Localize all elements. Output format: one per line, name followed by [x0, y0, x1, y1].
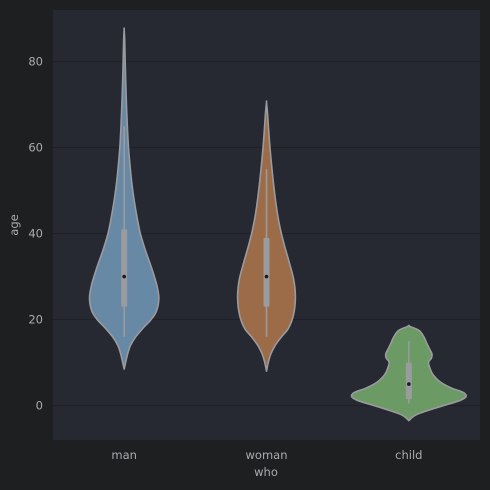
y-tick-label: 20	[28, 313, 43, 327]
x-tick-label-man: man	[111, 448, 137, 462]
y-axis-label: age	[7, 214, 21, 235]
x-tick-label-woman: woman	[246, 448, 288, 462]
y-tick-label: 80	[28, 55, 43, 69]
x-axis-label: who	[254, 465, 278, 479]
iqr-box-child	[405, 362, 412, 400]
median-point-man	[122, 274, 126, 279]
x-tick-labels: man woman child	[111, 448, 422, 462]
iqr-box-woman	[263, 237, 270, 307]
y-tick-label: 60	[28, 141, 43, 155]
x-tick-label-child: child	[395, 448, 422, 462]
iqr-box-man	[121, 229, 128, 307]
y-tick-label: 40	[28, 227, 43, 241]
median-point-child	[407, 382, 411, 386]
box-plots	[121, 126, 412, 404]
median-point-woman	[264, 274, 269, 279]
y-tick-label: 0	[36, 399, 43, 413]
y-tick-labels: 0 20 40 60 80	[28, 55, 43, 413]
